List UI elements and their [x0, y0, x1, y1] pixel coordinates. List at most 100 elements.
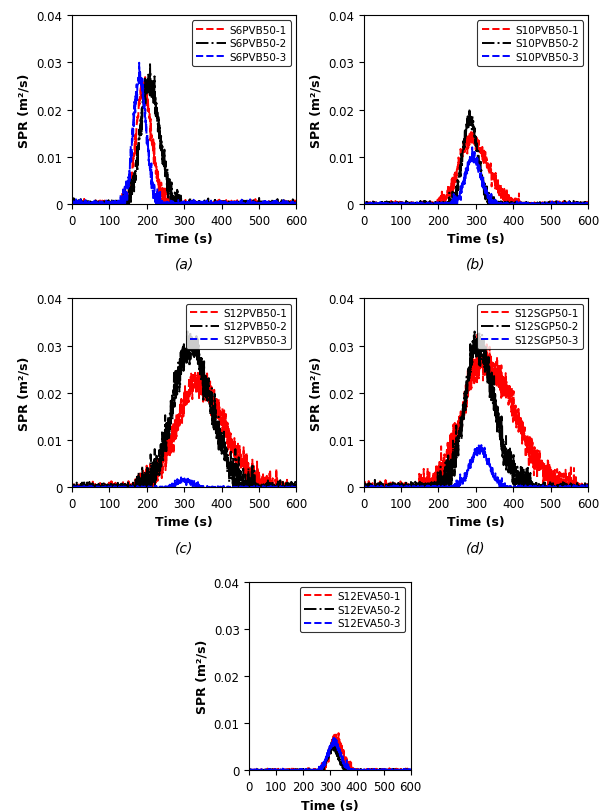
S12EVA50-3: [267, 766, 274, 775]
Y-axis label: SPR (m²/s): SPR (m²/s): [310, 73, 322, 148]
S12SGP50-3: [458, 475, 465, 485]
S12SGP50-2: [360, 483, 367, 492]
S10PVB50-3: [584, 200, 592, 209]
S6PVB50-2: [187, 200, 194, 209]
S6PVB50-1: [293, 200, 300, 209]
X-axis label: Time (s): Time (s): [301, 799, 359, 811]
S12PVB50-2: [187, 342, 194, 352]
S6PVB50-2: [191, 200, 199, 209]
S12EVA50-2: [328, 737, 335, 747]
S6PVB50-2: [293, 200, 300, 209]
Line: S12SGP50-3: S12SGP50-3: [364, 445, 588, 487]
S12EVA50-2: [300, 766, 307, 775]
S12SGP50-1: [360, 483, 367, 492]
S10PVB50-3: [361, 200, 368, 209]
S6PVB50-1: [142, 73, 149, 83]
S12SGP50-2: [478, 350, 485, 360]
Line: S12EVA50-2: S12EVA50-2: [250, 742, 410, 770]
S12PVB50-1: [166, 448, 173, 458]
S6PVB50-3: [136, 58, 143, 68]
X-axis label: Time (s): Time (s): [447, 233, 505, 246]
S12SGP50-3: [584, 483, 592, 492]
S12EVA50-2: [273, 766, 280, 775]
S12SGP50-3: [436, 483, 443, 492]
Text: (b): (b): [466, 258, 485, 272]
S12PVB50-3: [293, 483, 300, 492]
S12SGP50-1: [436, 460, 443, 470]
S12PVB50-1: [191, 373, 198, 383]
S12SGP50-2: [398, 482, 405, 491]
X-axis label: Time (s): Time (s): [155, 233, 213, 246]
S12EVA50-1: [246, 765, 253, 775]
S12SGP50-3: [390, 483, 397, 492]
Line: S6PVB50-1: S6PVB50-1: [72, 78, 296, 204]
S6PVB50-3: [98, 200, 106, 209]
S12EVA50-3: [331, 738, 338, 748]
S12SGP50-2: [584, 483, 592, 492]
S12PVB50-1: [68, 483, 76, 492]
Line: S12EVA50-3: S12EVA50-3: [250, 738, 410, 770]
X-axis label: Time (s): Time (s): [155, 516, 213, 529]
S10PVB50-1: [483, 157, 490, 166]
S6PVB50-3: [145, 139, 152, 149]
X-axis label: Time (s): Time (s): [447, 516, 505, 529]
S6PVB50-3: [68, 200, 76, 209]
S12PVB50-2: [166, 414, 173, 424]
S12EVA50-1: [335, 728, 342, 738]
S10PVB50-1: [478, 149, 485, 159]
S10PVB50-1: [436, 200, 443, 209]
Y-axis label: SPR (m²/s): SPR (m²/s): [18, 73, 31, 148]
S12EVA50-1: [273, 765, 280, 775]
Line: S12PVB50-3: S12PVB50-3: [72, 478, 296, 487]
Line: S12PVB50-2: S12PVB50-2: [72, 332, 296, 487]
Line: S6PVB50-2: S6PVB50-2: [72, 63, 296, 204]
S12SGP50-3: [478, 444, 485, 453]
S12PVB50-2: [184, 327, 191, 337]
S10PVB50-1: [457, 151, 464, 161]
S12PVB50-3: [68, 482, 76, 491]
Line: S12PVB50-1: S12PVB50-1: [72, 368, 296, 487]
S12EVA50-1: [331, 731, 338, 740]
S6PVB50-3: [166, 199, 173, 208]
S12PVB50-1: [196, 363, 203, 373]
Legend: S10PVB50-1, S10PVB50-2, S10PVB50-3: S10PVB50-1, S10PVB50-2, S10PVB50-3: [478, 21, 583, 67]
Legend: S12PVB50-1, S12PVB50-2, S12PVB50-3: S12PVB50-1, S12PVB50-2, S12PVB50-3: [185, 304, 291, 350]
S10PVB50-2: [466, 106, 473, 116]
S10PVB50-2: [436, 198, 443, 208]
Line: S10PVB50-1: S10PVB50-1: [364, 131, 588, 204]
S6PVB50-1: [68, 200, 76, 209]
S10PVB50-1: [360, 200, 367, 209]
S12SGP50-1: [458, 410, 465, 419]
S6PVB50-1: [98, 200, 106, 209]
S6PVB50-2: [144, 77, 151, 87]
Line: S12SGP50-1: S12SGP50-1: [364, 335, 588, 487]
S12PVB50-3: [68, 483, 76, 492]
S12PVB50-3: [191, 481, 199, 491]
S12PVB50-3: [187, 478, 194, 487]
S12EVA50-2: [316, 766, 323, 775]
S12PVB50-2: [293, 483, 300, 492]
S12EVA50-3: [246, 766, 253, 775]
S12SGP50-1: [478, 359, 485, 369]
S6PVB50-3: [293, 200, 300, 209]
S12SGP50-3: [360, 483, 367, 492]
S12PVB50-2: [191, 348, 199, 358]
S12SGP50-1: [483, 352, 490, 362]
Legend: S6PVB50-1, S6PVB50-2, S6PVB50-3: S6PVB50-1, S6PVB50-2, S6PVB50-3: [192, 21, 291, 67]
S12PVB50-1: [293, 483, 300, 492]
Line: S10PVB50-3: S10PVB50-3: [364, 148, 588, 204]
S10PVB50-3: [483, 188, 490, 198]
S12SGP50-2: [471, 328, 478, 337]
S12SGP50-1: [390, 479, 397, 489]
S12SGP50-2: [360, 482, 367, 491]
S12PVB50-3: [166, 483, 173, 492]
Line: S12EVA50-1: S12EVA50-1: [250, 733, 410, 770]
S12PVB50-3: [178, 473, 185, 483]
S10PVB50-3: [398, 200, 405, 209]
Y-axis label: SPR (m²/s): SPR (m²/s): [310, 356, 322, 431]
S12EVA50-2: [246, 766, 253, 775]
Text: (d): (d): [466, 540, 485, 555]
S12SGP50-1: [584, 482, 592, 491]
S12SGP50-3: [483, 457, 490, 467]
S12PVB50-2: [106, 483, 113, 492]
